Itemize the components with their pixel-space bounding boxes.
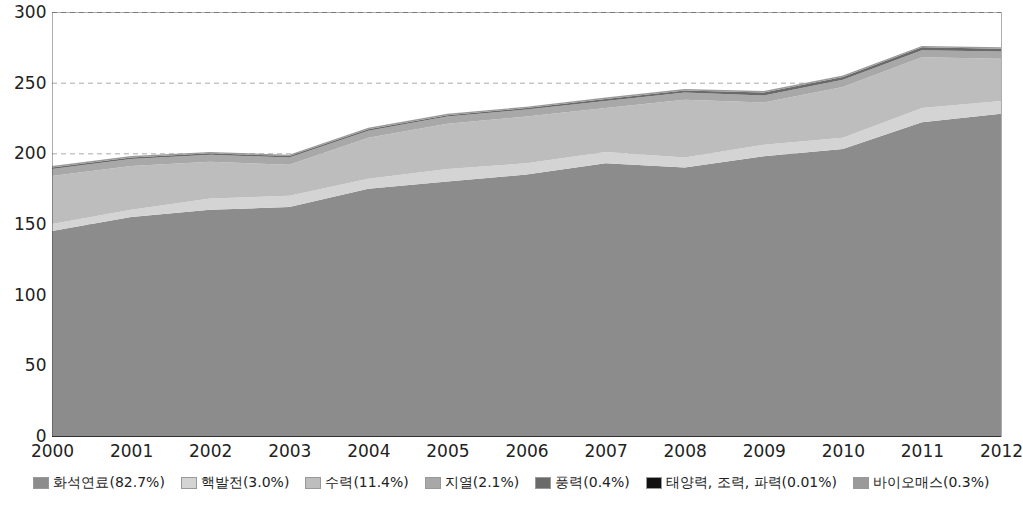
html-text:화석연료(82.7%): 화석연료(82.7%) [53, 474, 165, 490]
svg-text:2002: 2002 [189, 441, 232, 461]
svg-text:2004: 2004 [347, 441, 390, 461]
svg-text:0: 0 [35, 425, 47, 446]
svg-text:2012: 2012 [980, 441, 1023, 461]
svg-text:2006: 2006 [505, 441, 548, 461]
svg-text:2001: 2001 [110, 441, 153, 461]
html-text:태양력, 조력, 파력(0.01%): 태양력, 조력, 파력(0.01%) [665, 474, 837, 490]
svg-text:2008: 2008 [664, 441, 707, 461]
svg-text:2009: 2009 [743, 441, 786, 461]
svg-text:2005: 2005 [426, 441, 469, 461]
svg-text:2011: 2011 [901, 441, 944, 461]
svg-text:50: 50 [25, 355, 47, 375]
svg-text:200: 200 [14, 143, 46, 163]
svg-text:2010: 2010 [822, 441, 865, 461]
svg-text:2000: 2000 [31, 441, 74, 461]
svg-text:100: 100 [14, 285, 46, 305]
html-text:바이오매스(0.3%): 바이오매스(0.3%) [873, 474, 990, 490]
svg-text:150: 150 [14, 214, 46, 234]
svg-text:300: 300 [14, 2, 46, 22]
html-text:수력(11.4%): 수력(11.4%) [325, 474, 409, 490]
html-text:풍력(0.4%): 풍력(0.4%) [555, 474, 630, 490]
html-text:지열(2.1%): 지열(2.1%) [444, 474, 520, 490]
svg-text:250: 250 [14, 73, 46, 93]
html-text:핵발전(3.0%): 핵발전(3.0%) [200, 474, 290, 490]
svg-text:2007: 2007 [584, 441, 627, 461]
svg-text:2003: 2003 [268, 441, 311, 461]
